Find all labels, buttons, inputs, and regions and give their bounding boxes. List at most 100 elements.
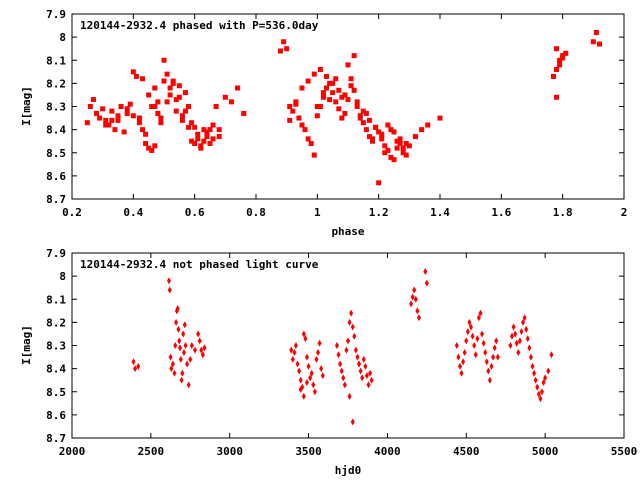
data-point [462, 348, 467, 356]
data-point [320, 90, 326, 96]
data-point [376, 129, 382, 135]
y-tick-label: 8.1 [46, 293, 66, 306]
data-point [593, 30, 599, 35]
data-point [525, 335, 530, 343]
x-axis-label: hjd0 [335, 464, 362, 477]
data-point [213, 104, 219, 109]
data-point [345, 62, 351, 68]
data-point [336, 87, 342, 93]
y-tick-label: 7.9 [46, 8, 66, 21]
data-point [149, 147, 155, 153]
data-point [201, 127, 207, 133]
data-point [348, 76, 354, 82]
data-point [338, 360, 343, 368]
data-point [351, 53, 357, 59]
data-point [146, 145, 152, 151]
plot-title: 120144-2932.4 phased with P=536.0day [80, 19, 319, 32]
data-point [311, 152, 317, 158]
data-point [100, 106, 106, 112]
data-point [554, 94, 560, 100]
data-point [454, 342, 459, 349]
data-point [333, 99, 339, 105]
data-point [391, 129, 397, 135]
data-point [164, 71, 170, 77]
data-point [342, 110, 348, 116]
data-point [172, 369, 177, 377]
data-point [360, 108, 366, 114]
y-tick-label: 8.7 [46, 432, 66, 445]
data-point [521, 318, 526, 326]
data-point [339, 115, 345, 121]
data-point [366, 134, 372, 140]
data-point [136, 120, 142, 126]
y-tick-label: 8.3 [46, 101, 66, 114]
data-point [336, 106, 342, 112]
data-point [457, 362, 462, 370]
data-point [216, 127, 222, 133]
data-point [415, 307, 420, 315]
data-point [179, 113, 185, 119]
data-point [202, 344, 207, 352]
x-axis-ticks: 0.2 0.4 0.6 0.8 1 1.2 1.4 1.6 1.8 2 [62, 14, 627, 219]
data-point [308, 141, 314, 146]
x-tick-label: 2500 [138, 445, 165, 458]
data-point [355, 353, 360, 361]
data-point [175, 305, 180, 312]
data-point [130, 69, 136, 75]
y-tick-label: 8.5 [46, 386, 66, 399]
data-point [366, 117, 372, 123]
data-point [161, 57, 167, 63]
data-point [342, 92, 348, 98]
data-point [173, 342, 178, 349]
data-point [360, 374, 365, 382]
data-point [200, 351, 205, 359]
data-point [198, 145, 204, 151]
data-point [347, 392, 352, 400]
data-point [358, 367, 363, 375]
data-point [379, 131, 385, 137]
data-point [143, 131, 149, 137]
y-tick-label: 8.2 [46, 77, 66, 90]
data-point [385, 147, 391, 153]
data-point [327, 97, 333, 103]
data-point [467, 318, 472, 326]
data-point [196, 330, 201, 338]
data-point [303, 335, 308, 343]
data-point [382, 143, 388, 149]
y-tick-label: 8.6 [46, 409, 66, 422]
data-point [350, 418, 355, 426]
data-point [301, 330, 306, 338]
data-point [287, 117, 293, 123]
data-point [166, 277, 171, 285]
data-point [320, 94, 326, 100]
y-tick-label: 8.6 [46, 170, 66, 183]
x-tick-label: 0.4 [123, 206, 143, 219]
data-point [480, 330, 485, 338]
x-tick-label: 3000 [216, 445, 243, 458]
unphased-light-curve-panel: 2000 2500 3000 3500 4000 4500 5000 5500 7.9 8 8.1… [20, 247, 637, 477]
data-point [412, 286, 417, 294]
y-tick-label: 7.9 [46, 247, 66, 260]
y-axis-ticks: 7.9 8 8.1 8.2 8.3 8.4 8.5 8.6 8.7 [46, 8, 624, 206]
data-point [241, 110, 247, 116]
data-point [182, 90, 188, 96]
data-point [366, 381, 371, 389]
data-point [554, 67, 560, 72]
data-point [289, 346, 294, 354]
data-point [298, 385, 303, 393]
data-point [299, 85, 305, 91]
data-point [403, 141, 409, 146]
data-point [301, 392, 306, 400]
data-point [302, 127, 308, 133]
data-point [406, 143, 412, 149]
data-point [456, 353, 461, 361]
x-tick-label: 1 [314, 206, 321, 219]
data-point [176, 94, 182, 100]
data-point [170, 80, 176, 86]
data-point [146, 92, 152, 98]
data-point [103, 117, 109, 123]
data-point [344, 346, 349, 354]
data-point [127, 101, 133, 107]
data-points [84, 30, 602, 186]
data-point [472, 342, 477, 349]
